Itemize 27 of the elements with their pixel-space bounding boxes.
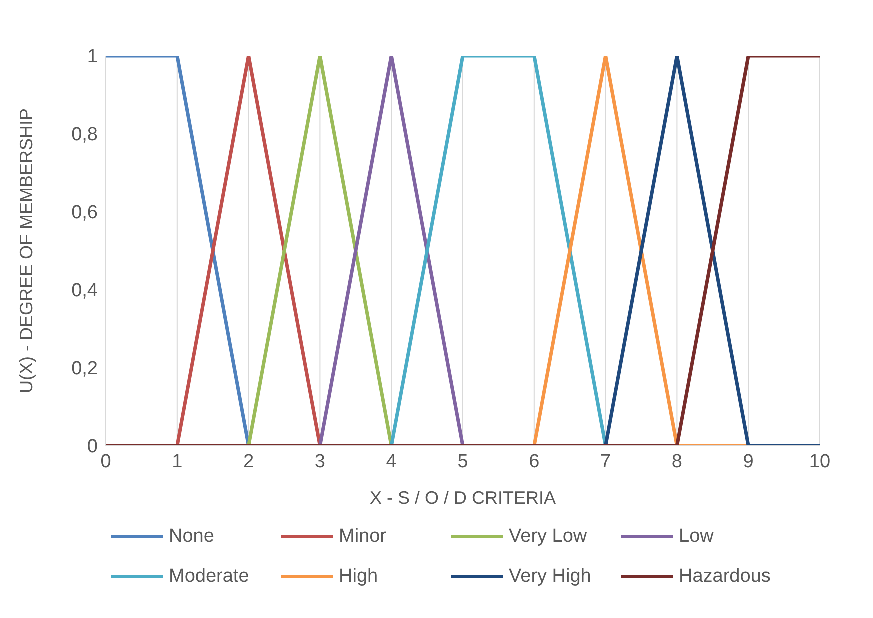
y-tick-label: 0,4	[72, 280, 98, 302]
legend-label: None	[169, 526, 214, 548]
y-tick-label: 0,6	[72, 202, 98, 224]
y-tick-label: 1	[87, 46, 98, 68]
y-tick-label: 0,8	[72, 124, 98, 146]
legend-label: Minor	[339, 526, 387, 548]
legend-label: Very Low	[509, 526, 588, 548]
y-axis-title: U(X) - DEGREE OF MEMBERSHIP	[16, 108, 36, 394]
x-tick-label: 9	[743, 451, 754, 472]
x-tick-label: 0	[100, 451, 112, 472]
x-tick-label: 3	[314, 451, 326, 472]
legend-label: Moderate	[169, 566, 250, 588]
y-tick-label: 0,2	[72, 358, 98, 380]
y-tick-label: 0	[87, 436, 98, 458]
legend-label: High	[339, 566, 378, 588]
x-tick-label: 5	[458, 451, 468, 472]
x-tick-label: 7	[600, 451, 612, 472]
legend-label: Hazardous	[679, 566, 771, 588]
legend-label: Very High	[509, 566, 592, 588]
x-tick-label: 1	[172, 451, 183, 472]
legend-label: Low	[679, 526, 714, 548]
x-tick-label: 2	[244, 451, 254, 472]
x-tick-label: 8	[672, 451, 682, 472]
x-axis-title: X - S / O / D CRITERIA	[370, 488, 556, 508]
x-tick-label: 6	[529, 451, 540, 472]
x-tick-label: 10	[809, 451, 831, 472]
x-tick-label: 4	[386, 451, 398, 472]
